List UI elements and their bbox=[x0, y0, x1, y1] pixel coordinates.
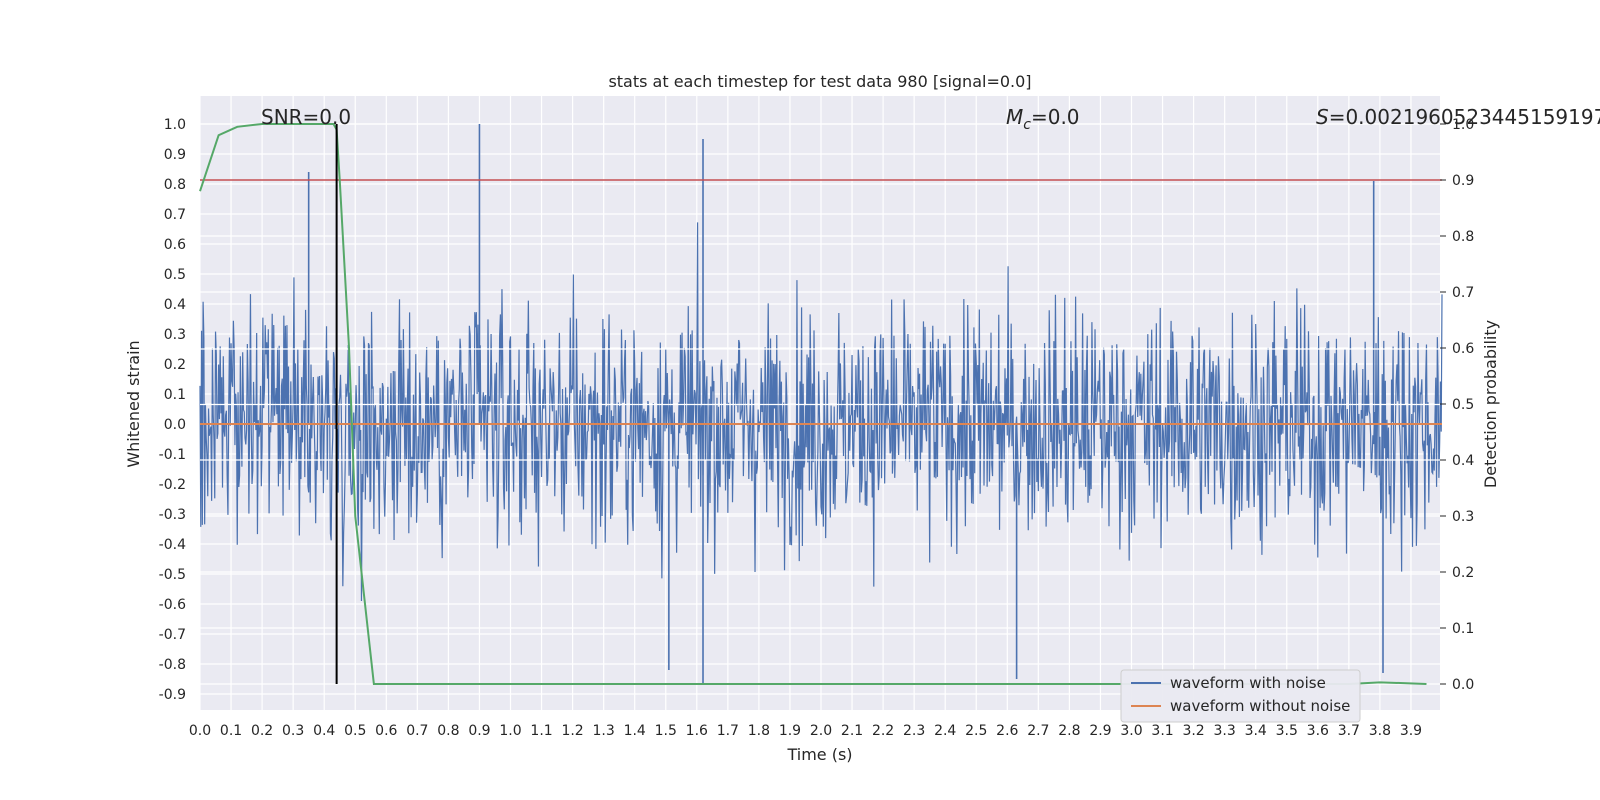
mc-value: =0.0 bbox=[1031, 105, 1080, 129]
y-axis-label: Whitened strain bbox=[124, 340, 143, 467]
noise-waveform-line bbox=[199, 222, 1443, 602]
y2-tick-label: 0.5 bbox=[1452, 397, 1474, 413]
x-tick-label: 2.2 bbox=[872, 723, 894, 739]
x-tick-label: 1.6 bbox=[686, 723, 708, 739]
mc-subscript: c bbox=[1023, 117, 1031, 133]
y-tick-label: 0.7 bbox=[164, 207, 186, 223]
y-gridlines bbox=[200, 123, 1440, 695]
x-tick-label: 3.5 bbox=[1276, 723, 1298, 739]
x-tick-label: 0.7 bbox=[406, 723, 428, 739]
y-tick-label: 0.0 bbox=[164, 417, 186, 433]
legend: waveform with noise waveform without noi… bbox=[1120, 669, 1361, 723]
y-tick-label: -0.2 bbox=[159, 477, 186, 493]
x-tick-label: 3.4 bbox=[1245, 723, 1267, 739]
y-tick-label: -0.5 bbox=[159, 567, 186, 583]
x-tick-label: 0.4 bbox=[313, 723, 335, 739]
y-tick-label: -0.9 bbox=[159, 687, 186, 703]
legend-box bbox=[1120, 669, 1361, 723]
x-tick-label: 2.4 bbox=[934, 723, 956, 739]
y-tick-label: 1.0 bbox=[164, 117, 186, 133]
x-tick-label: 0.1 bbox=[220, 723, 242, 739]
y2-tick-label: 0.3 bbox=[1452, 509, 1474, 525]
x-tick-label: 0.8 bbox=[437, 723, 459, 739]
y2-tick-label: 1.0 bbox=[1452, 117, 1474, 133]
y-tick-label: -0.6 bbox=[159, 597, 186, 613]
x-tick-label: 3.3 bbox=[1214, 723, 1236, 739]
y-tick-label: 0.8 bbox=[164, 177, 186, 193]
x-tick-label: 2.9 bbox=[1089, 723, 1111, 739]
x-tick-label: 2.6 bbox=[996, 723, 1018, 739]
y2-tick-label: 0.0 bbox=[1452, 677, 1474, 693]
y-tick-label: -0.4 bbox=[159, 537, 186, 553]
x-tick-label: 1.8 bbox=[748, 723, 770, 739]
x-tick-label: 1.1 bbox=[530, 723, 552, 739]
y-tick-label: 0.3 bbox=[164, 327, 186, 343]
y2-tick-labels: 1.0 0.9 0.8 0.7 0.6 0.5 0.4 0.3 0.2 0.1 0.0 bbox=[1440, 117, 1474, 693]
y-tick-label: 0.5 bbox=[164, 267, 186, 283]
x-tick-label: 0.0 bbox=[189, 723, 211, 739]
y-tick-label: 0.6 bbox=[164, 237, 186, 253]
x-tick-label: 3.9 bbox=[1400, 723, 1422, 739]
x-tick-label: 0.3 bbox=[282, 723, 304, 739]
legend-label-clean: waveform without noise bbox=[1170, 697, 1350, 715]
x-tick-label: 0.2 bbox=[251, 723, 273, 739]
x-tick-label: 3.6 bbox=[1307, 723, 1329, 739]
y-tick-label: -0.8 bbox=[159, 657, 186, 673]
y-tick-label: 0.2 bbox=[164, 357, 186, 373]
y-tick-label: -0.3 bbox=[159, 507, 186, 523]
x-tick-label: 2.5 bbox=[965, 723, 987, 739]
x-tick-label: 2.8 bbox=[1058, 723, 1080, 739]
x-tick-label: 1.4 bbox=[624, 723, 646, 739]
mc-symbol: M bbox=[1006, 105, 1023, 129]
series-waveform-with-noise bbox=[199, 124, 1443, 685]
y-tick-labels: 1.0 0.9 0.8 0.7 0.6 0.5 0.4 0.3 0.2 0.1 0.0 -0.1 -0.… bbox=[159, 117, 186, 703]
x-tick-label: 3.1 bbox=[1151, 723, 1173, 739]
y2-tick-label: 0.8 bbox=[1452, 229, 1474, 245]
x-tick-label: 0.6 bbox=[375, 723, 397, 739]
y2-axis-label: Detection probability bbox=[1481, 320, 1500, 488]
x-tick-label: 3.8 bbox=[1369, 723, 1391, 739]
x-tick-label: 1.9 bbox=[779, 723, 801, 739]
y2-tick-label: 0.9 bbox=[1452, 173, 1474, 189]
x-tick-label: 1.7 bbox=[717, 723, 739, 739]
x-tick-label: 3.7 bbox=[1338, 723, 1360, 739]
chart-title: stats at each timestep for test data 980… bbox=[608, 72, 1031, 91]
x-tick-label: 2.0 bbox=[810, 723, 832, 739]
x-tick-label: 2.3 bbox=[903, 723, 925, 739]
x-tick-label: 1.3 bbox=[593, 723, 615, 739]
y-tick-label: -0.7 bbox=[159, 627, 186, 643]
x-tick-label: 1.0 bbox=[499, 723, 521, 739]
x-tick-label: 2.1 bbox=[841, 723, 863, 739]
legend-label-noise: waveform with noise bbox=[1170, 674, 1326, 692]
y-tick-label: 0.9 bbox=[164, 147, 186, 163]
x-tick-labels: 0.0 0.1 0.2 0.3 0.4 0.5 0.6 0.7 0.8 0.9 1.0 1.1 1.2 1… bbox=[189, 723, 1422, 739]
s-symbol: S bbox=[1316, 105, 1329, 129]
y2-tick-label: 0.7 bbox=[1452, 285, 1474, 301]
x-tick-label: 1.2 bbox=[561, 723, 583, 739]
y2-tick-label: 0.4 bbox=[1452, 453, 1474, 469]
y2-tick-label: 0.1 bbox=[1452, 621, 1474, 637]
x-tick-label: 1.5 bbox=[655, 723, 677, 739]
x-axis-label: Time (s) bbox=[786, 745, 852, 764]
y2-tick-label: 0.6 bbox=[1452, 341, 1474, 357]
y-tick-label: 0.1 bbox=[164, 387, 186, 403]
s-value: =0.0021960523445159197 bbox=[1329, 105, 1600, 129]
x-tick-label: 0.5 bbox=[344, 723, 366, 739]
y2-tick-label: 0.2 bbox=[1452, 565, 1474, 581]
y-tick-label: -0.1 bbox=[159, 447, 186, 463]
x-tick-label: 3.2 bbox=[1182, 723, 1204, 739]
y-tick-label: 0.4 bbox=[164, 297, 186, 313]
s-annotation: S=0.0021960523445159197 bbox=[1316, 105, 1600, 129]
snr-annotation: SNR=0.0 bbox=[261, 105, 351, 129]
x-tick-label: 2.7 bbox=[1027, 723, 1049, 739]
x-tick-label: 3.0 bbox=[1120, 723, 1142, 739]
x-tick-label: 0.9 bbox=[468, 723, 490, 739]
mc-annotation: Mc=0.0 bbox=[1006, 105, 1080, 133]
